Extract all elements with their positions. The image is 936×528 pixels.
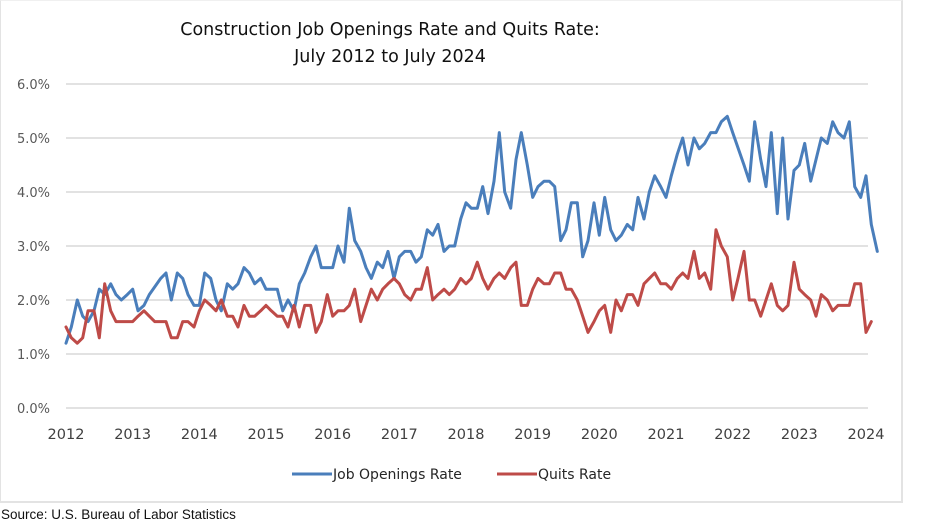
y-tick-label: 3.0% [17,240,50,255]
y-tick-label: 6.0% [17,78,50,93]
legend-label: Quits Rate [538,467,611,483]
x-tick-label: 2024 [848,427,885,443]
legend-label: Job Openings Rate [332,467,462,483]
x-tick-label: 2023 [781,427,818,443]
chart-title: Construction Job Openings Rate and Quits… [180,20,600,40]
x-axis-ticks: 2012 2013 2014 2015 2016 2017 2018 2019 2020 2021… [48,427,885,443]
x-tick-label: 2020 [581,427,618,443]
series-line-quits-rate [64,228,873,345]
x-tick-label: 2019 [514,427,551,443]
y-tick-label: 5.0% [17,132,50,147]
y-axis-ticks: 0.0% 1.0% 2.0% 3.0% 4.0% 5.0% 6.0% [17,78,50,417]
y-tick-label: 2.0% [17,294,50,309]
legend: Job Openings Rate Quits Rate [292,467,611,483]
source-note: Source: U.S. Bureau of Labor Statistics [1,507,236,522]
x-tick-label: 2022 [714,427,751,443]
series-lines [64,114,879,345]
y-tick-label: 1.0% [17,348,50,363]
y-tick-label: 4.0% [17,186,50,201]
x-tick-label: 2016 [314,427,351,443]
series-line-job-openings-rate [64,114,879,345]
gridlines [66,83,868,409]
x-tick-label: 2017 [381,427,418,443]
x-tick-label: 2012 [48,427,85,443]
y-tick-label: 0.0% [17,402,50,417]
chart-subtitle: July 2012 to July 2024 [294,47,486,67]
x-tick-label: 2015 [248,427,285,443]
x-tick-label: 2014 [181,427,218,443]
x-tick-label: 2018 [448,427,485,443]
x-tick-label: 2021 [648,427,685,443]
x-tick-label: 2013 [114,427,151,443]
